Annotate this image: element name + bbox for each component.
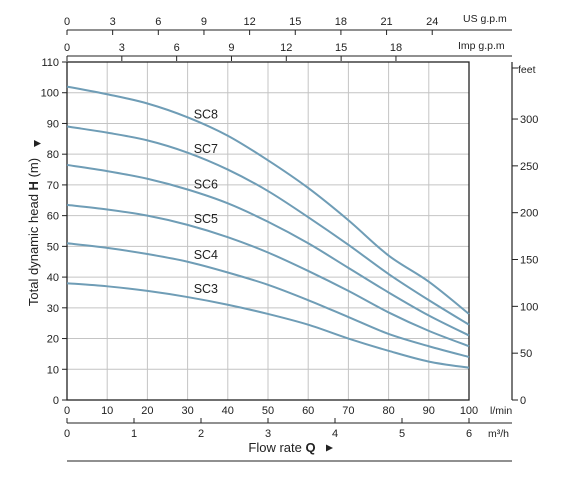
feet-tick-label: 300 xyxy=(520,114,538,126)
imp-gpm-tick-label: 6 xyxy=(174,42,180,54)
y-tick-label: 50 xyxy=(47,241,59,253)
x-tick-label: 0 xyxy=(64,405,70,417)
y-tick-label: 110 xyxy=(41,57,59,69)
y-title-unit: (m) xyxy=(26,158,41,178)
series-line-sc8 xyxy=(66,85,470,315)
feet-tick-label: 50 xyxy=(520,348,532,360)
y-tick-label: 70 xyxy=(47,180,59,192)
x-tick-label: 90 xyxy=(423,405,435,417)
x-tick-label: 30 xyxy=(181,405,193,417)
y-tick-label: 40 xyxy=(47,272,59,284)
y-tick-label: 20 xyxy=(47,334,59,346)
x-tick-label: 10 xyxy=(101,405,113,417)
m3h-tick-label: 3 xyxy=(265,428,271,440)
us-gpm-tick-label: 6 xyxy=(155,16,161,28)
y-title-arrow-icon xyxy=(34,140,41,147)
series-line-sc7 xyxy=(66,125,470,326)
us-gpm-tick-label: 0 xyxy=(64,16,70,28)
m3h-tick-label: 4 xyxy=(332,428,338,440)
y-tick-label: 90 xyxy=(47,118,59,130)
series-label-sc4: SC4 xyxy=(194,248,218,262)
imp-gpm-unit: Imp g.p.m xyxy=(458,40,505,52)
series-line-sc5 xyxy=(66,203,470,348)
m3h-tick-label: 1 xyxy=(131,428,137,440)
series-line-sc3 xyxy=(66,282,470,369)
imp-gpm-tick-label: 18 xyxy=(390,42,402,54)
us-gpm-tick-label: 21 xyxy=(380,16,392,28)
series-label-sc6: SC6 xyxy=(194,177,218,191)
x-title-arrow-icon xyxy=(326,444,333,452)
y-title-symbol: H xyxy=(26,181,41,190)
imp-gpm-tick-label: 3 xyxy=(119,42,125,54)
x-tick-label: 100 xyxy=(460,405,478,417)
x-tick-label: 20 xyxy=(141,405,153,417)
us-gpm-tick-label: 18 xyxy=(335,16,347,28)
us-gpm-tick-label: 15 xyxy=(289,16,301,28)
series-label-sc7: SC7 xyxy=(194,142,218,156)
imp-gpm-tick-label: 12 xyxy=(280,42,292,54)
m3h-tick-label: 6 xyxy=(466,428,472,440)
x-tick-label: 50 xyxy=(262,405,274,417)
us-gpm-tick-label: 9 xyxy=(201,16,207,28)
y-tick-label: 60 xyxy=(47,211,59,223)
grid xyxy=(66,61,470,401)
imp-gpm-tick-label: 9 xyxy=(228,42,234,54)
y-title-prefix: Total dynamic head xyxy=(26,194,41,306)
series-line-sc4 xyxy=(66,242,470,358)
y-tick-label: 30 xyxy=(47,303,59,315)
m3h-unit: m³/h xyxy=(488,428,509,440)
x-title-symbol: Q xyxy=(305,440,315,455)
x-tick-label: 60 xyxy=(302,405,314,417)
y-axis-title: Total dynamic head H (m) xyxy=(26,158,41,306)
x-tick-label: 70 xyxy=(342,405,354,417)
x-unit-lmin: l/min xyxy=(490,405,512,417)
x-axis-title: Flow rate Q xyxy=(248,440,315,455)
feet-tick-label: 200 xyxy=(520,208,538,220)
feet-unit: feet xyxy=(518,64,536,76)
top-axes: 0 3 6 9 12 15 18 21 24 0 3 6 9 12 15 18 xyxy=(64,16,512,61)
imp-gpm-tick-label: 15 xyxy=(335,42,347,54)
feet-tick-label: 0 xyxy=(520,395,526,407)
bottom-axes: 0 10 20 30 40 50 60 70 80 90 100 0 1 2 3 4 5 6 xyxy=(64,405,512,462)
series-label-sc5: SC5 xyxy=(194,212,218,226)
feet-tick-label: 250 xyxy=(520,161,538,173)
feet-tick-label: 100 xyxy=(520,301,538,313)
m3h-tick-label: 2 xyxy=(198,428,204,440)
x-tick-label: 80 xyxy=(382,405,394,417)
us-gpm-unit: US g.p.m xyxy=(463,13,507,25)
series-line-sc6 xyxy=(66,163,470,337)
m3h-tick-label: 5 xyxy=(399,428,405,440)
y-tick-label: 80 xyxy=(47,149,59,161)
series-group: SC8 SC7 SC6 SC5 SC4 SC3 xyxy=(66,85,470,369)
feet-tick-label: 150 xyxy=(520,255,538,267)
series-label-sc3: SC3 xyxy=(194,282,218,296)
left-axis: 0 10 20 30 40 50 60 70 80 90 100 110 xyxy=(41,57,67,407)
right-axis: 0 50 100 150 200 250 300 xyxy=(511,62,538,407)
x-tick-label: 40 xyxy=(222,405,234,417)
y-tick-label: 100 xyxy=(41,88,59,100)
us-gpm-tick-label: 3 xyxy=(110,16,116,28)
y-tick-label: 10 xyxy=(47,364,59,376)
plot-frame xyxy=(66,61,470,401)
y-tick-label: 0 xyxy=(53,395,59,407)
us-gpm-tick-label: 12 xyxy=(243,16,255,28)
imp-gpm-tick-label: 0 xyxy=(64,42,70,54)
m3h-tick-label: 0 xyxy=(64,428,70,440)
series-label-sc8: SC8 xyxy=(194,108,218,122)
x-title-prefix: Flow rate xyxy=(248,440,301,455)
us-gpm-tick-label: 24 xyxy=(426,16,438,28)
